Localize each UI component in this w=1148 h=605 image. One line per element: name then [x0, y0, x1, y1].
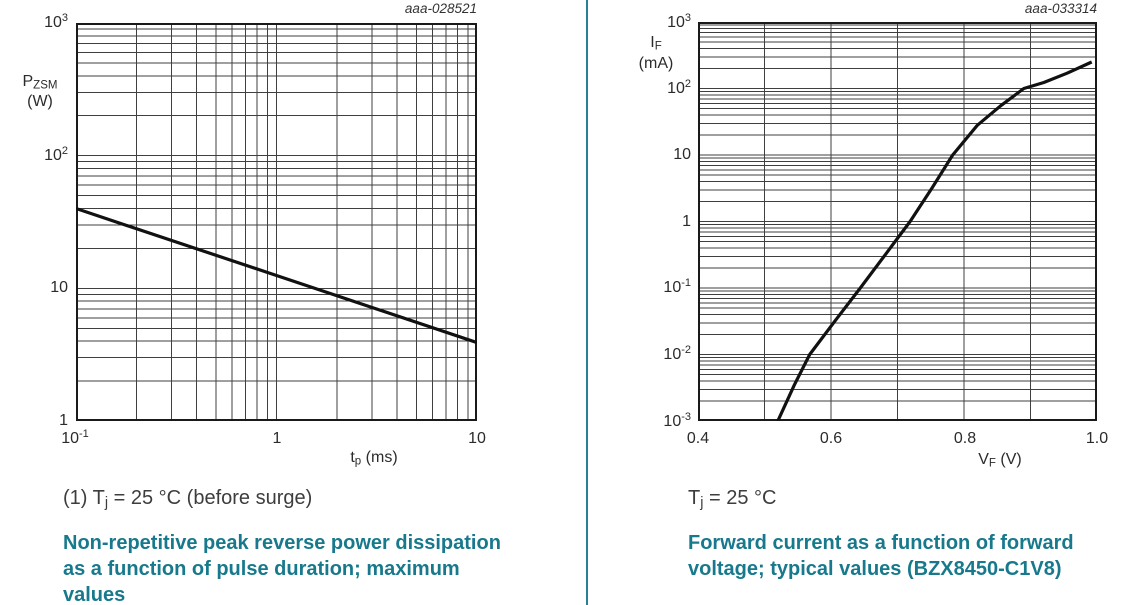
x-axis-symbol: V	[978, 451, 989, 468]
y-tick-label: 10-2	[663, 344, 691, 364]
x-tick-label: 1	[272, 430, 282, 447]
y-tick-label: 103	[667, 12, 691, 32]
x-tick-label: 0.6	[819, 430, 843, 447]
caption-line: Non-repetitive peak reverse power dissip…	[63, 532, 501, 554]
note-text: = 25 °C	[703, 487, 777, 509]
caption-line: values	[63, 584, 126, 605]
y-axis-symbol-sub: ZSM	[33, 79, 58, 92]
figure-id-left: aaa-028521	[404, 1, 477, 16]
y-tick-label: 103	[44, 12, 68, 32]
note-text: (1) T	[63, 487, 105, 509]
x-axis-title: VF (V)	[945, 450, 1055, 474]
y-axis-unit: (mA)	[638, 55, 674, 72]
x-tick-label: 10-1	[61, 428, 89, 448]
x-tick-label: 1.0	[1085, 430, 1109, 447]
y-tick-label: 10	[50, 279, 68, 296]
y-tick-label: 1	[59, 412, 68, 429]
x-axis-symbol-sub: p	[354, 455, 362, 468]
y-axis-title: PZSM	[8, 72, 72, 96]
note-text: = 25 °C (before surge)	[108, 487, 313, 509]
y-axis-symbol: I	[650, 34, 655, 51]
y-tick-label: 10-1	[663, 277, 691, 297]
condition-note-left: (1) Tj = 25 °C (before surge)	[63, 486, 312, 515]
caption-line: voltage; typical values (BZX8450-C1V8)	[688, 558, 1062, 580]
y-axis-unit: (W)	[27, 93, 53, 110]
x-axis-unit: (ms)	[365, 449, 398, 466]
figure-caption-right: Forward current as a function of forward…	[688, 530, 1138, 582]
note-text: T	[688, 487, 701, 509]
x-axis-unit: (V)	[1000, 451, 1022, 468]
y-tick-label: 10-3	[663, 411, 691, 431]
x-tick-label: 0.8	[953, 430, 977, 447]
y-axis-symbol-sub: F	[654, 40, 662, 53]
x-tick-label: 10	[468, 430, 486, 447]
caption-line: Forward current as a function of forward	[688, 532, 1074, 554]
condition-note-right: Tj = 25 °C	[688, 486, 776, 515]
x-axis-symbol-sub: F	[988, 457, 996, 470]
x-axis-title: tp (ms)	[324, 448, 424, 472]
column-divider	[586, 0, 588, 605]
note-subscript: j	[104, 495, 109, 512]
y-axis-symbol: P	[22, 73, 34, 90]
y-tick-label: 1	[682, 213, 691, 230]
x-axis-symbol: t	[350, 449, 355, 466]
y-tick-label: 102	[667, 78, 691, 98]
figure-caption-left: Non-repetitive peak reverse power dissip…	[63, 530, 573, 605]
x-tick-label: 0.4	[686, 430, 710, 447]
forward-current-chart	[698, 22, 1097, 421]
y-tick-label: 10	[673, 146, 691, 163]
caption-line: as a function of pulse duration; maximum	[63, 558, 460, 580]
y-axis-title: IF	[626, 33, 686, 57]
y-tick-label: 102	[44, 145, 68, 165]
figure-id-right: aaa-033314	[1024, 1, 1097, 16]
note-subscript: j	[700, 495, 704, 512]
power-dissipation-chart	[76, 23, 477, 421]
